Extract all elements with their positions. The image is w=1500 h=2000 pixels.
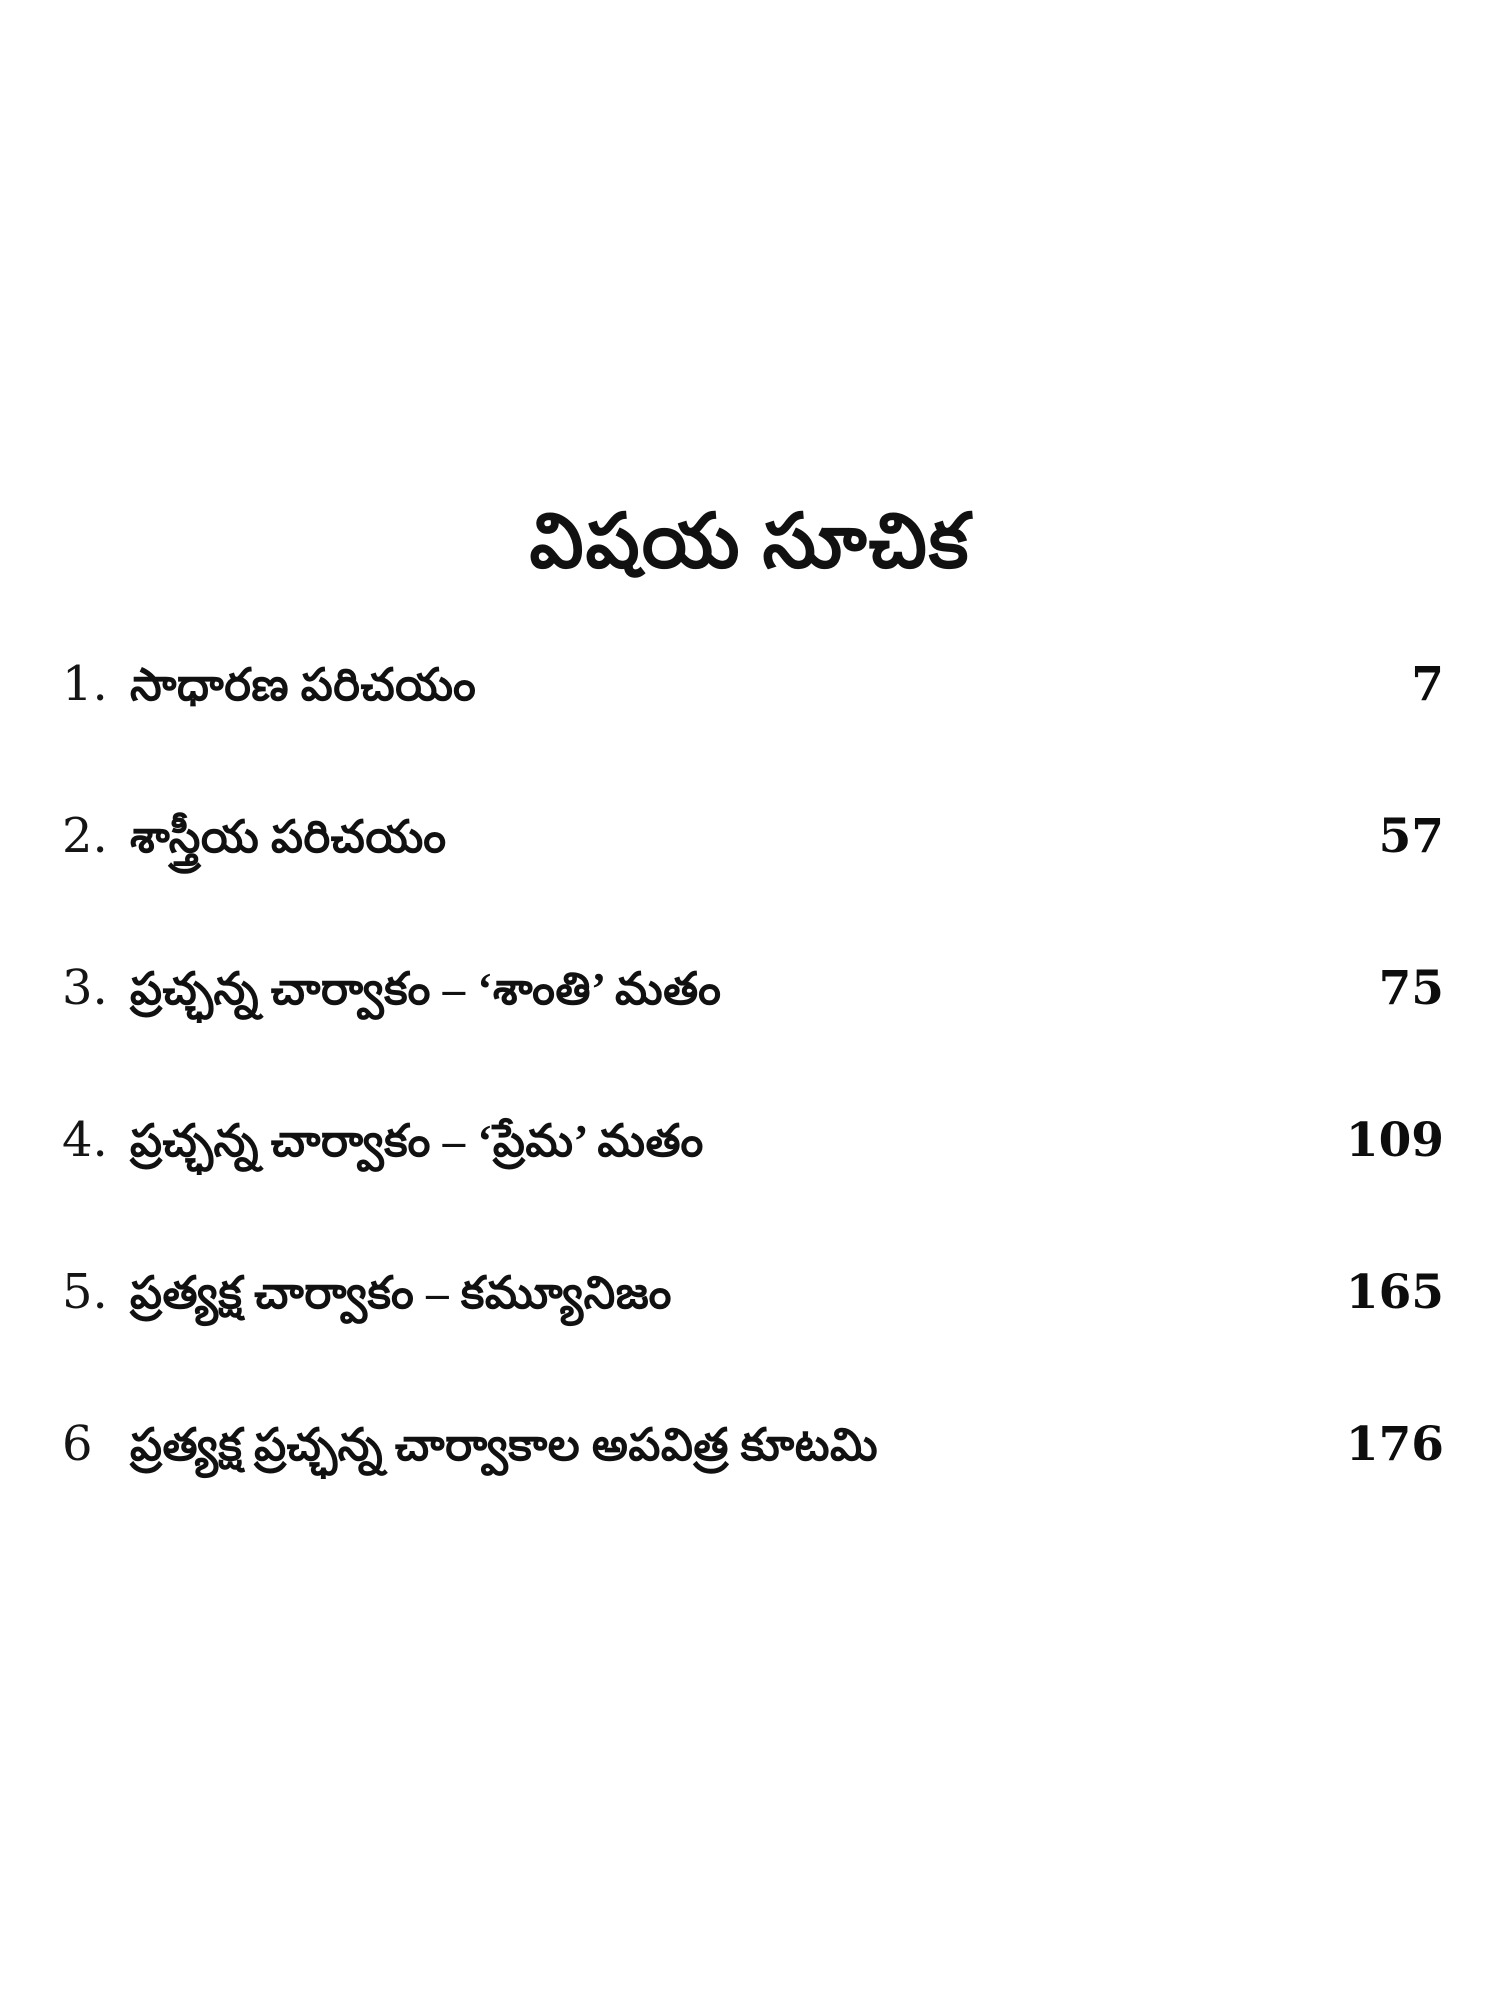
toc-entry: 3. ప్రచ్ఛన్న చార్వాకం – ‘శాంతి’ మతం 75 <box>62 959 1444 1021</box>
toc-entry: 6 ప్రత్యక్ష ప్రచ్ఛన్న చార్వాకాల అపవిత్ర … <box>62 1415 1444 1477</box>
toc-entry-title: ప్రత్యక్ష చార్వాకం – కమ్యూనిజం <box>130 1268 672 1318</box>
toc-list: 1. సాధారణ పరిచయం 7 2. శాస్త్రీయ పరిచయం 5… <box>62 655 1444 1567</box>
toc-entry: 1. సాధారణ పరిచయం 7 <box>62 655 1444 717</box>
toc-entry-page-number: 165 <box>1345 1265 1444 1320</box>
toc-entry-number: 1. <box>62 656 108 712</box>
toc-entry-page-number: 176 <box>1345 1417 1444 1472</box>
toc-entry-number: 5. <box>62 1264 108 1320</box>
toc-entry-title: శాస్త్రీయ పరిచయం <box>130 812 447 862</box>
toc-entry-page-number: 109 <box>1345 1113 1444 1168</box>
toc-entry-page-number: 57 <box>1378 809 1444 864</box>
toc-entry: 5. ప్రత్యక్ష చార్వాకం – కమ్యూనిజం 165 <box>62 1263 1444 1325</box>
toc-entry-number: 6 <box>62 1416 93 1472</box>
toc-entry-title: సాధారణ పరిచయం <box>130 660 477 710</box>
toc-entry-title: ప్రచ్ఛన్న చార్వాకం – ‘శాంతి’ మతం <box>130 964 722 1014</box>
toc-entry: 4. ప్రచ్ఛన్న చార్వాకం – ‘ప్రేమ’ మతం 109 <box>62 1111 1444 1173</box>
toc-entry-page-number: 75 <box>1378 961 1444 1016</box>
toc-entry-page-number: 7 <box>1411 657 1444 712</box>
toc-entry: 2. శాస్త్రీయ పరిచయం 57 <box>62 807 1444 869</box>
page-title: విషయ సూచిక <box>529 499 971 584</box>
toc-entry-number: 2. <box>62 808 108 864</box>
toc-entry-number: 4. <box>62 1112 108 1168</box>
toc-entry-number: 3. <box>62 960 108 1016</box>
toc-entry-title: ప్రత్యక్ష ప్రచ్ఛన్న చార్వాకాల అపవిత్ర కూ… <box>130 1420 879 1470</box>
toc-entry-title: ప్రచ్ఛన్న చార్వాకం – ‘ప్రేమ’ మతం <box>130 1116 704 1166</box>
